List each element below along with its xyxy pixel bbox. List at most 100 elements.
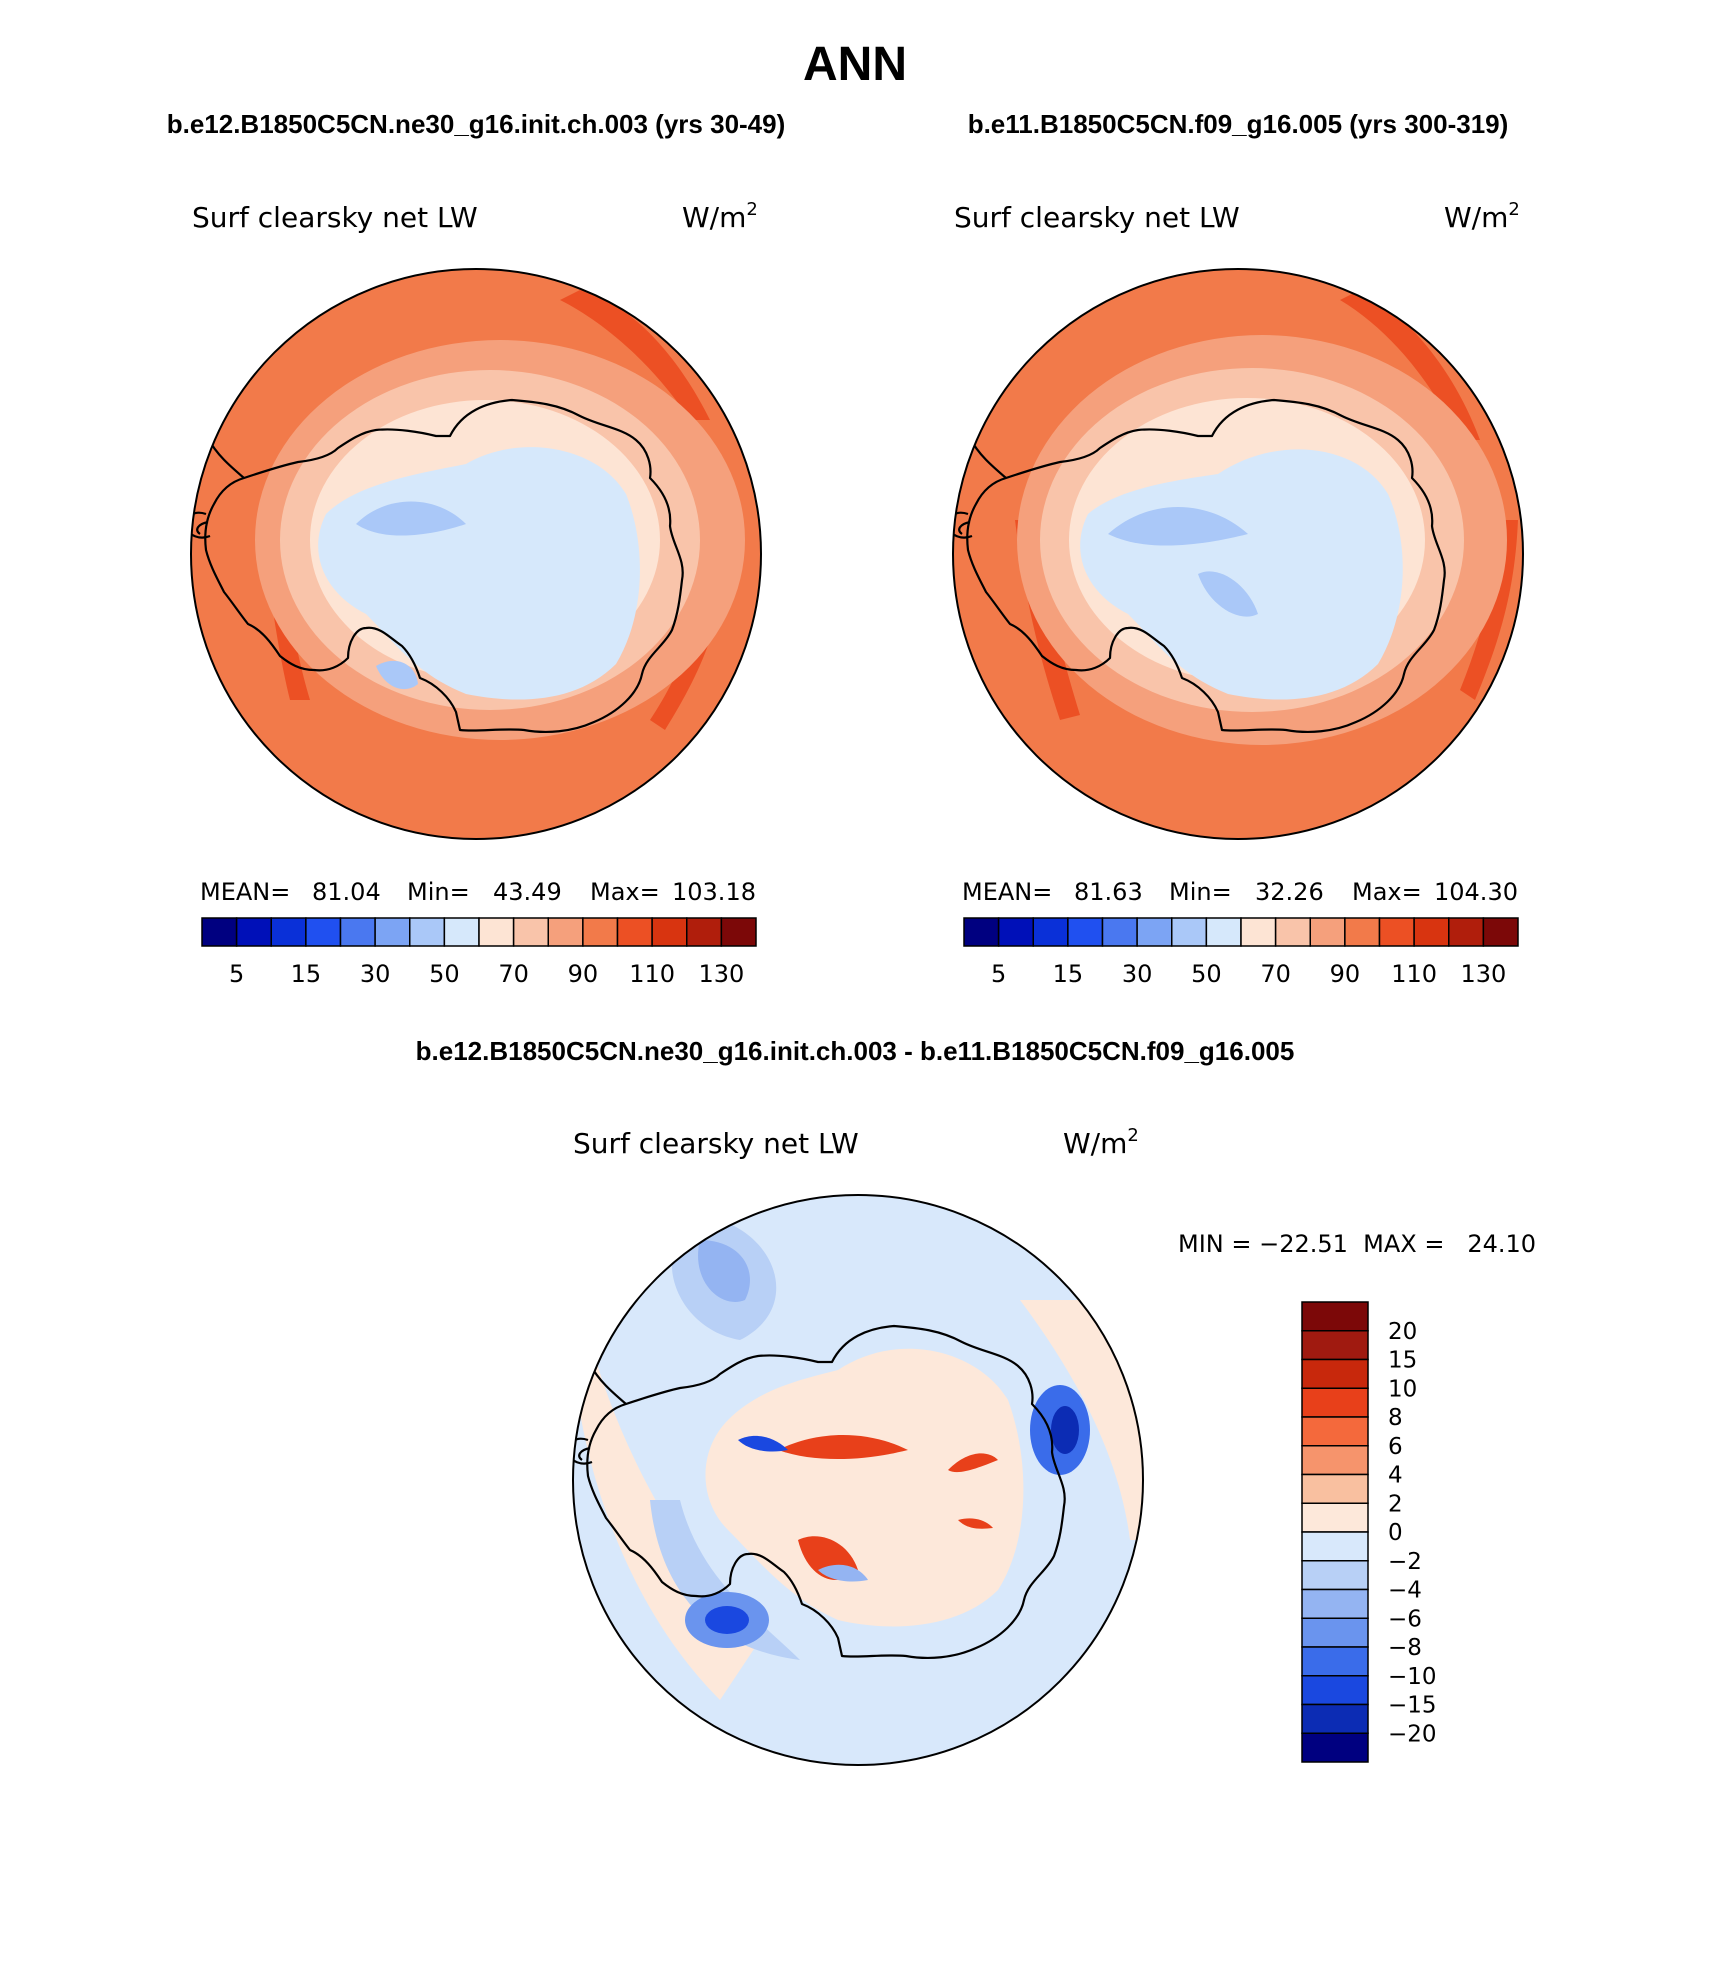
diff-colorbar-tick-label: 20 (1388, 1319, 1417, 1345)
diff-colorbar-tick-label: 8 (1388, 1405, 1403, 1431)
panel-b-colorbar-swatch (963, 917, 1000, 947)
panel-b-colorbar: 5 15 30 50 70 90 110 130 (963, 917, 1519, 988)
panel-b-colorbar-swatch (1482, 917, 1519, 947)
panel-b-colorbar-tick-label: 70 (1260, 960, 1291, 988)
panel-a-colorbar-swatch (651, 917, 688, 947)
diff-colorbar-tick-label: 0 (1388, 1520, 1403, 1546)
panel-b-colorbar-swatch (997, 917, 1034, 947)
panel-b-colorbar-swatch (1378, 917, 1415, 947)
diff-colorbar-tick-label: −10 (1388, 1664, 1437, 1690)
panel-a-colorbar-swatch (305, 917, 342, 947)
diff-colorbar-swatch (1301, 1531, 1369, 1562)
panel-b-colorbar-swatch (1067, 917, 1104, 947)
diff-colorbar-swatch (1301, 1416, 1369, 1447)
diff-colorbar-tick-label: 15 (1388, 1348, 1417, 1374)
diff-colorbar-tick-label: −6 (1388, 1606, 1422, 1632)
panel-b-colorbar-swatch (1205, 917, 1242, 947)
panel-a-colorbar-tick-label: 30 (360, 960, 391, 988)
diff-case-label: b.e12.B1850C5CN.ne30_g16.init.ch.003 - b… (416, 1036, 1295, 1066)
panel-a-colorbar-tick-label: 130 (698, 960, 744, 988)
panel-b-colorbar-tick-label: 130 (1460, 960, 1506, 988)
panel-b-colorbar-tick-label: 110 (1391, 960, 1437, 988)
panel-b-colorbar-swatch (1274, 917, 1311, 947)
panel-a-colorbar-swatch (582, 917, 619, 947)
diff-colorbar-swatch (1301, 1473, 1369, 1504)
panel-a-colorbar-swatch (720, 917, 757, 947)
panel-b-max-value: 104.30 (1434, 878, 1518, 906)
diff-polar-map (572, 1194, 1144, 1766)
panel-a-colorbar-swatch (512, 917, 549, 947)
diff-colorbar-swatch (1301, 1387, 1369, 1418)
panel-b-colorbar-swatch (1413, 917, 1450, 947)
panel-b-max-label: Max= (1352, 878, 1422, 906)
panel-b-colorbar-tick-label: 50 (1191, 960, 1222, 988)
diff-units: W/m2 (1063, 1125, 1139, 1160)
diff-colorbar-tick-label: 4 (1388, 1463, 1403, 1489)
panel-b-colorbar-swatch (1240, 917, 1277, 947)
panel-a-units: W/m2 (682, 199, 758, 234)
panel-b-colorbar-swatch (1171, 917, 1208, 947)
panel-a-colorbar-tick-label: 15 (291, 960, 322, 988)
diff-colorbar-swatch (1301, 1358, 1369, 1389)
diff-variable-name: Surf clearsky net LW (573, 1127, 859, 1160)
panel-b-colorbar-swatch (1136, 917, 1173, 947)
panel-b-colorbar-tick-label: 90 (1330, 960, 1361, 988)
panel-b-colorbar-tick-label: 5 (991, 960, 1006, 988)
diff-minmax: MIN = −22.51 MAX = 24.10 (1178, 1230, 1536, 1258)
panel-b-stats: MEAN= 81.63 Min= 32.26 Max= 104.30 (962, 878, 1518, 906)
panel-a-colorbar-tick-label: 90 (568, 960, 599, 988)
diff-colorbar-tick-label: −20 (1388, 1721, 1437, 1747)
diff-colorbar-swatch (1301, 1560, 1369, 1591)
panel-a-colorbar-swatch (374, 917, 411, 947)
panel-a-colorbar-swatch (339, 917, 376, 947)
diff-colorbar-tick-label: 2 (1388, 1491, 1403, 1517)
panel-a-mean-label: MEAN= (200, 878, 290, 906)
panel-b-colorbar-swatch (1448, 917, 1485, 947)
diff-colorbar-tick-label: 10 (1388, 1376, 1417, 1402)
diff-colorbar-tick-label: 6 (1388, 1434, 1403, 1460)
panel-b-mean-label: MEAN= (962, 878, 1052, 906)
diff-colorbar-tick-label: −15 (1388, 1693, 1437, 1719)
panel-b-colorbar-swatch (1032, 917, 1069, 947)
diff-colorbar-swatch (1301, 1502, 1369, 1533)
panel-a-mean-value: 81.04 (312, 878, 381, 906)
page-title: ANN (803, 38, 907, 91)
panel-a-colorbar-tick-label: 50 (429, 960, 460, 988)
diff-colorbar-swatch (1301, 1732, 1369, 1763)
panel-b-colorbar-swatch (1309, 917, 1346, 947)
panel-b-polar-map (952, 268, 1524, 840)
panel-a-colorbar-swatch (443, 917, 480, 947)
panel-a-max-value: 103.18 (672, 878, 756, 906)
panel-a-colorbar: 5 15 30 50 70 90 110 130 (201, 917, 757, 988)
panel-b-colorbar-swatch (1344, 917, 1381, 947)
panel-a-colorbar-tick-label: 5 (229, 960, 244, 988)
diff-colorbar-swatch (1301, 1330, 1369, 1361)
panel-b-variable-name: Surf clearsky net LW (954, 201, 1240, 234)
diff-colorbar-swatch (1301, 1445, 1369, 1476)
panel-a-variable-name: Surf clearsky net LW (192, 201, 478, 234)
panel-b-min-value: 32.26 (1255, 878, 1324, 906)
diff-colorbar-tick-label: −4 (1388, 1578, 1422, 1604)
diff-colorbar-tick-label: −8 (1388, 1635, 1422, 1661)
panel-b-colorbar-tick-label: 30 (1122, 960, 1153, 988)
panel-a-max-label: Max= (590, 878, 660, 906)
diff-colorbar-swatch (1301, 1646, 1369, 1677)
panel-b-units: W/m2 (1444, 199, 1520, 234)
panel-a-colorbar-swatch (686, 917, 723, 947)
diff-colorbar-swatch (1301, 1617, 1369, 1648)
panel-a-colorbar-tick-label: 110 (629, 960, 675, 988)
panel-a-colorbar-swatch (616, 917, 653, 947)
panel-b-colorbar-swatch (1101, 917, 1138, 947)
diff-colorbar-swatch (1301, 1703, 1369, 1734)
diff-colorbar-tick-label: −2 (1388, 1549, 1422, 1575)
diff-colorbar-swatch (1301, 1588, 1369, 1619)
panel-a-colorbar-swatch (478, 917, 515, 947)
panel-a-colorbar-tick-label: 70 (498, 960, 529, 988)
panel-b-mean-value: 81.63 (1074, 878, 1143, 906)
panel-a-colorbar-swatch (201, 917, 238, 947)
diff-colorbar-swatch (1301, 1301, 1369, 1332)
diff-colorbar-swatch (1301, 1675, 1369, 1706)
panel-a-case-label: b.e12.B1850C5CN.ne30_g16.init.ch.003 (yr… (167, 109, 786, 139)
